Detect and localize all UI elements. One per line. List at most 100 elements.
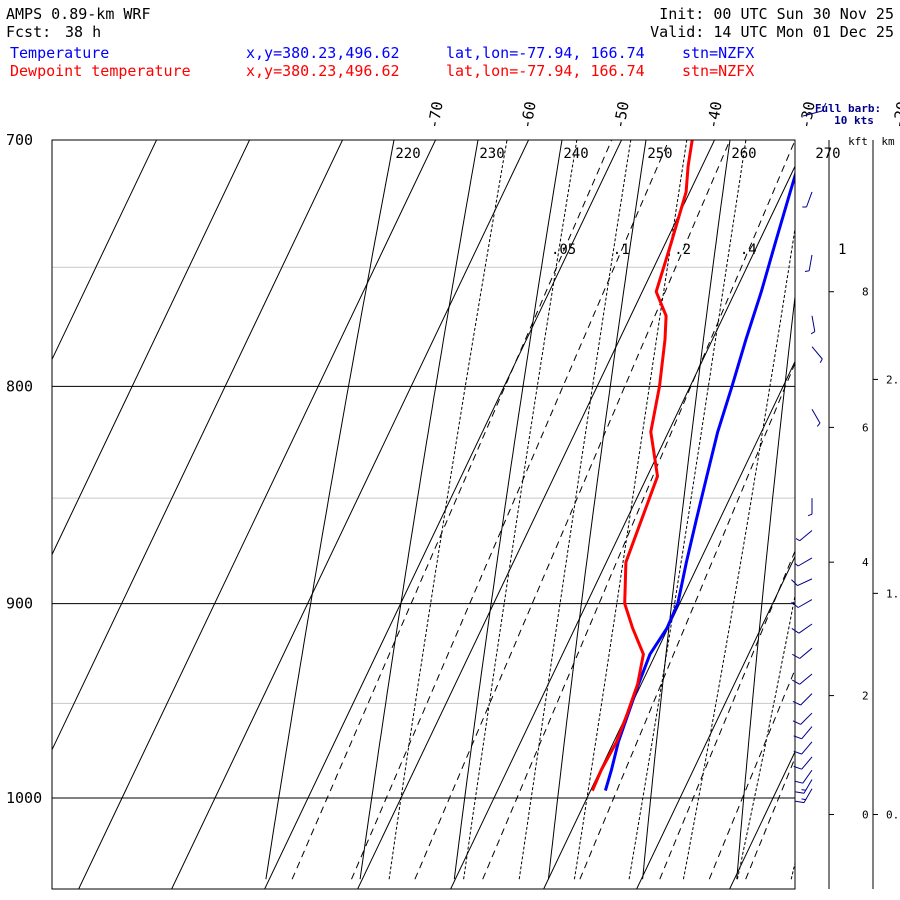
wind-barb [791, 623, 813, 634]
legend-temperature-name: Temperature [10, 44, 110, 62]
isotherms [52, 120, 900, 900]
barb-legend: Full barb: 10 kts [802, 102, 881, 127]
forecast-hour: 38 h [65, 23, 102, 41]
wind-barb [794, 769, 813, 784]
height-km-label: 2. [886, 373, 899, 386]
legend-temperature-latlon: lat,lon=-77.94, 166.74 [446, 44, 645, 62]
wind-barb [793, 726, 813, 740]
mixing-ratio-0.4 [482, 140, 795, 880]
isotherm--30 [450, 165, 795, 889]
plot-frame [51, 139, 796, 890]
dry-adiabat-280 [831, 114, 900, 880]
dry-adiabat-label-270: 270 [815, 146, 840, 162]
dry-adiabat-250 [547, 140, 647, 880]
isotherm--70 [78, 140, 437, 889]
height-axis-km-label: km [881, 135, 895, 148]
wind-barb [792, 673, 813, 685]
wind-barb [793, 741, 813, 755]
wind-barb [811, 346, 823, 363]
wind-barb [810, 315, 816, 335]
mixing-ratio-label-.2: .2 [674, 242, 691, 258]
series-dewpoint-line [591, 140, 694, 792]
moist-adiabat--20 [573, 140, 688, 880]
moist-adiabat--32 [463, 140, 578, 880]
moist-adiabat--14 [628, 140, 747, 880]
wind-barb [802, 191, 813, 208]
barb-legend-line1: Full barb: [815, 102, 881, 115]
wind-barb [792, 693, 813, 706]
isotherm--60 [171, 140, 530, 889]
height-kft-label: 6 [862, 421, 869, 434]
legend-dewpoint-xy: x,y=380.23,496.62 [246, 62, 400, 80]
mixing-ratio-label-1: 1 [838, 242, 846, 258]
isotherm--40 [357, 140, 716, 889]
isotherm-0 [729, 750, 795, 889]
isobar-label-700: 700 [6, 131, 33, 149]
mixing-ratio-0.1 [351, 140, 670, 880]
legend-dewpoint-station: stn=NZFX [682, 62, 755, 80]
height-kft-label: 2 [862, 690, 869, 703]
mixing-ratio-label-.1: .1 [613, 242, 630, 258]
isobar-label-900: 900 [6, 595, 33, 613]
dry-adiabat-220 [265, 140, 395, 880]
isotherm--50 [264, 140, 623, 889]
isotherm-label--40: -40 [703, 100, 725, 130]
isotherm-label--50: -50 [610, 100, 632, 130]
legend-temperature-station: stn=NZFX [682, 44, 755, 62]
sounding-profiles [591, 140, 795, 792]
height-kft-label: 4 [862, 556, 869, 569]
dry-adiabat-label-260: 260 [731, 146, 756, 162]
moist-adiabat--26 [518, 140, 632, 880]
dry-adiabat-270 [736, 292, 795, 880]
barb-legend-shaft [802, 110, 823, 117]
wind-barb [791, 578, 813, 587]
wind-barb [807, 498, 813, 517]
wind-barbs [791, 191, 823, 804]
mixing-ratio-1 [579, 362, 795, 880]
dry-adiabat-240 [453, 140, 563, 880]
legend-dewpoint-latlon: lat,lon=-77.94, 166.74 [446, 62, 645, 80]
height-km-label: 0. [886, 809, 899, 822]
mixing-ratio-6 [799, 114, 900, 880]
dry-adiabat-label-230: 230 [479, 146, 504, 162]
dry-adiabats [265, 114, 900, 880]
isobar-label-1000: 1000 [6, 789, 42, 807]
wind-barb [793, 756, 813, 770]
height-axis-kft-label: kft [848, 135, 868, 148]
height-km-label: 1. [886, 587, 899, 600]
mixing-ratio-0.05 [291, 140, 613, 880]
wind-barb [794, 557, 813, 567]
dry-adiabat-label-250: 250 [647, 146, 672, 162]
wind-barb [804, 254, 813, 272]
isotherm--90 [52, 140, 251, 556]
wind-barb [795, 530, 813, 542]
moist-adiabat--2 [736, 593, 795, 880]
mixing-ratio-label-.4: .4 [740, 242, 757, 258]
isotherm-10 [813, 120, 900, 900]
isotherm--10 [636, 555, 795, 889]
height-kft-label: 8 [862, 286, 869, 299]
wind-barb [792, 712, 813, 725]
chart-labels: 7008009001000-70-60-50-40-30-20-10022023… [6, 100, 900, 807]
mixing-ratio-4 [745, 756, 795, 880]
isotherm-label--60: -60 [517, 100, 539, 130]
isobars [52, 139, 795, 799]
dry-adiabat-260 [642, 140, 731, 880]
wind-barb [795, 779, 813, 794]
dry-adiabat-label-220: 220 [395, 146, 420, 162]
dry-adiabat-label-240: 240 [563, 146, 588, 162]
wind-barb [795, 788, 813, 804]
isotherm-label--70: -70 [424, 100, 446, 130]
isotherm--80 [52, 140, 344, 751]
moist-adiabat--40 [388, 140, 508, 880]
wind-barb [811, 409, 821, 427]
init-time: Init: 00 UTC Sun 30 Nov 25 [659, 5, 894, 23]
moist-adiabat-4 [790, 861, 795, 880]
model-title: AMPS 0.89-km WRF [6, 5, 151, 23]
isobar-label-800: 800 [6, 377, 33, 395]
forecast-label: Fcst: [6, 23, 52, 41]
height-axis: kft km 0 2 4 6 8 0. 1. 2. [828, 135, 899, 889]
valid-time: Valid: 14 UTC Mon 01 Dec 25 [650, 23, 894, 41]
mixing-ratio-lines [291, 114, 900, 880]
barb-legend-line2: 10 kts [834, 114, 874, 127]
